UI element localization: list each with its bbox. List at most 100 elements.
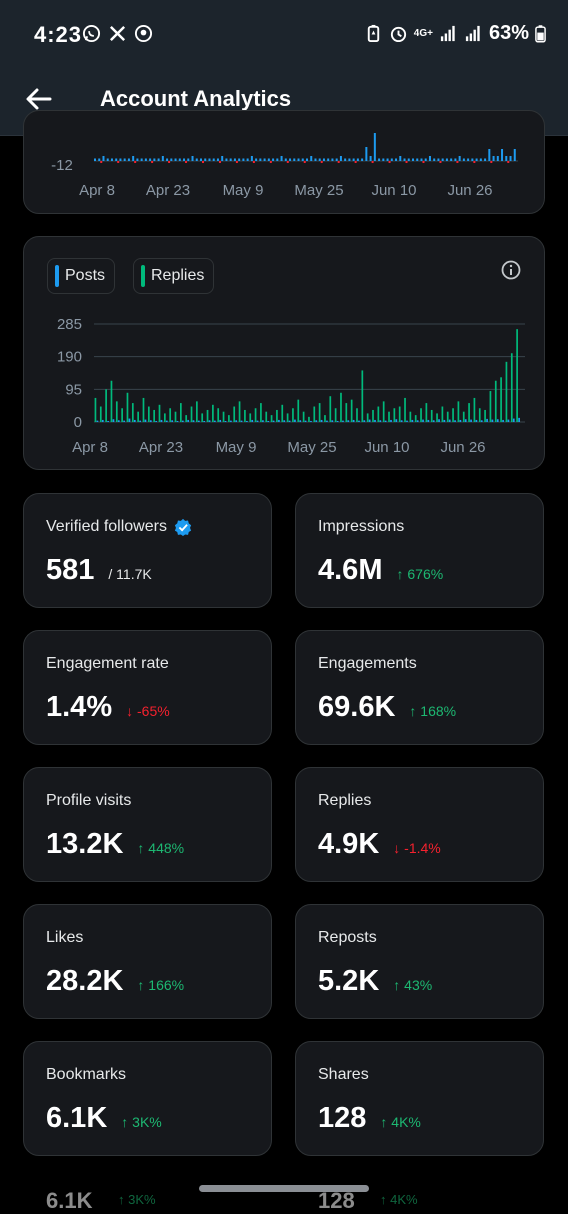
replies-bar xyxy=(404,397,406,422)
stat-card[interactable]: Engagements 69.6K ↑ 168% xyxy=(295,630,544,745)
follower-gain-bar xyxy=(428,156,431,161)
replies-bar xyxy=(430,409,433,422)
stat-change: ↑ 3K% xyxy=(121,1114,162,1130)
stat-card[interactable]: Profile visits 13.2K ↑ 448% xyxy=(23,767,272,882)
replies-bar xyxy=(265,411,268,422)
stat-label-row: Bookmarks xyxy=(46,1066,126,1084)
posts-bar xyxy=(187,419,190,422)
follower-gain-bar xyxy=(420,158,423,161)
gesture-nav-handle[interactable] xyxy=(199,1185,369,1192)
replies-bar xyxy=(212,404,214,422)
back-arrow-icon[interactable] xyxy=(22,82,56,116)
stat-card[interactable]: Shares 128 ↑ 4K% xyxy=(295,1041,544,1156)
stat-label: Impressions xyxy=(318,518,405,535)
stat-card[interactable]: Engagement rate 1.4% ↓ -65% xyxy=(23,630,272,745)
stat-label: Likes xyxy=(46,929,84,946)
stat-value: 1.4% xyxy=(46,691,113,723)
follower-change-chart-card: -12 Apr 8 Apr 23 May 9 May 25 Jun 10 Jun 26 xyxy=(23,110,545,214)
posts-bar xyxy=(101,419,104,422)
y-tick-label: 190 xyxy=(57,349,82,366)
stat-change: ↓ -1.4% xyxy=(393,840,441,856)
replies-bar xyxy=(329,396,332,422)
replies-bar xyxy=(494,380,497,422)
posts-bar xyxy=(395,419,398,422)
stat-label-row: Profile visits xyxy=(46,792,131,810)
posts-bar xyxy=(454,420,456,422)
follower-loss-bar xyxy=(490,161,493,163)
follower-loss-bar xyxy=(100,161,103,163)
stat-change: ↑ 43% xyxy=(393,977,433,993)
posts-bar xyxy=(496,419,499,422)
follower-gain-bar xyxy=(462,158,465,161)
follower-loss-bar xyxy=(303,161,306,163)
posts-bar xyxy=(267,420,270,422)
replies-bar xyxy=(302,411,305,422)
stat-card[interactable]: Likes 28.2K ↑ 166% xyxy=(23,904,272,1019)
follower-loss-bar xyxy=(218,161,221,163)
replies-bar xyxy=(489,391,492,422)
follower-gain-bar xyxy=(242,158,245,161)
follower-gain-bar xyxy=(301,158,304,161)
stat-value-row: 69.6K ↑ 168% xyxy=(318,691,456,724)
posts-bar xyxy=(96,420,99,422)
follower-gain-bar xyxy=(479,158,482,161)
follower-gain-bar xyxy=(110,158,113,161)
posts-bar xyxy=(171,420,174,422)
alarm-icon xyxy=(390,26,406,43)
follower-loss-bar xyxy=(269,161,272,163)
x-icon xyxy=(109,25,126,42)
replies-bar xyxy=(105,389,107,422)
stat-card[interactable]: Verified followers 581 / 11.7K xyxy=(23,493,272,608)
stat-value-row: 5.2K ↑ 43% xyxy=(318,965,432,998)
posts-bar xyxy=(230,420,232,422)
info-icon[interactable] xyxy=(500,259,522,281)
follower-gain-bar xyxy=(314,158,317,161)
whatsapp-icon xyxy=(82,24,101,43)
legend-posts[interactable]: Posts xyxy=(47,258,116,294)
x-tick-label: May 25 xyxy=(287,439,336,456)
stat-label-row: Impressions xyxy=(318,518,404,536)
posts-bar xyxy=(331,420,334,422)
follower-gain-bar xyxy=(200,158,202,161)
follower-gain-bar xyxy=(297,158,300,161)
follower-gain-bar xyxy=(348,158,351,161)
follower-loss-bar xyxy=(286,161,289,163)
stat-value-row: 6.1K ↑ 3K% xyxy=(46,1102,162,1135)
follower-gain-bar xyxy=(178,158,181,161)
status-bar: 4:23 4G+ xyxy=(0,0,568,68)
replies-bar xyxy=(137,411,139,422)
follower-gain-bar xyxy=(216,158,219,161)
posts-bar xyxy=(256,420,259,422)
y-tick-label: 285 xyxy=(57,316,82,333)
stat-card[interactable]: Bookmarks 6.1K ↑ 3K% xyxy=(23,1041,272,1156)
replies-bar xyxy=(163,413,166,422)
follower-gain-bar xyxy=(378,158,381,161)
follower-gain-bar xyxy=(361,158,364,161)
follower-gain-bar xyxy=(450,158,453,161)
stat-card[interactable]: Impressions 4.6M ↑ 676% xyxy=(295,493,544,608)
posts-bar xyxy=(507,419,510,422)
replies-bar xyxy=(196,401,198,422)
posts-bar xyxy=(182,420,184,422)
follower-gain-bar xyxy=(195,158,198,161)
follower-gain-bar xyxy=(166,158,169,161)
posts-bar xyxy=(352,419,355,422)
replies-bar xyxy=(398,406,401,422)
follower-gain-bar xyxy=(399,156,402,161)
posts-bar xyxy=(512,418,515,422)
stat-card[interactable]: Reposts 5.2K ↑ 43% xyxy=(295,904,544,1019)
replies-bar xyxy=(446,411,449,422)
stat-value: 4.9K xyxy=(318,828,380,860)
follower-loss-bar xyxy=(202,161,204,163)
posts-bar xyxy=(203,420,206,422)
follower-loss-bar xyxy=(134,161,137,163)
follower-gain-bar xyxy=(424,158,427,161)
stat-card[interactable]: Replies 4.9K ↓ -1.4% xyxy=(295,767,544,882)
posts-bar xyxy=(299,420,302,422)
follower-gain-bar xyxy=(140,158,143,161)
follower-change-chart: -12 Apr 8 Apr 23 May 9 May 25 Jun 10 Jun 26 xyxy=(51,133,518,199)
legend-replies[interactable]: Replies xyxy=(133,258,215,294)
posts-bar xyxy=(235,420,238,422)
follower-gain-bar xyxy=(492,156,495,161)
replies-bar xyxy=(142,397,145,422)
